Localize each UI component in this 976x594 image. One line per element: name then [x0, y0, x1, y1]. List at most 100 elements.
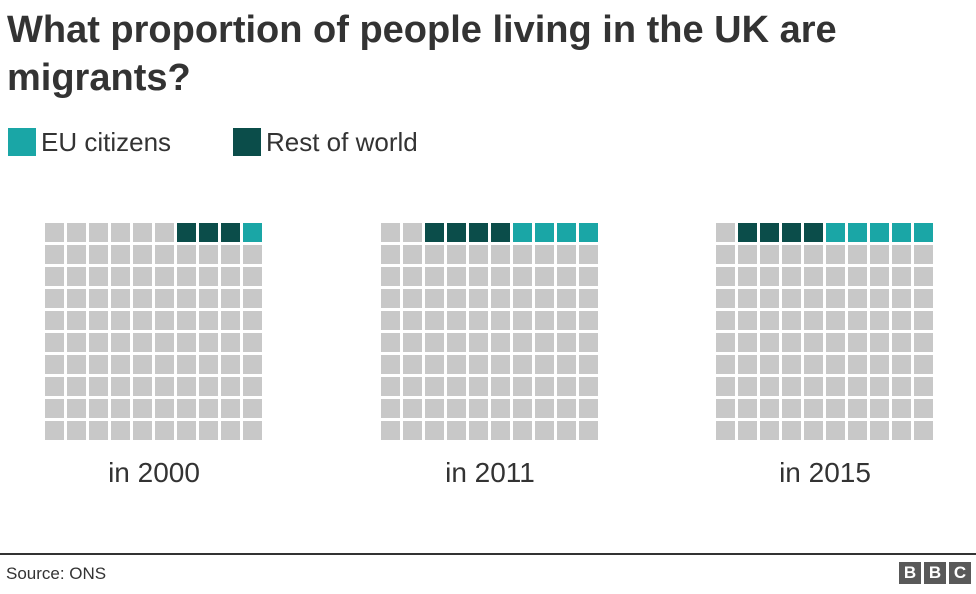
waffle-cell-other [914, 377, 933, 396]
waffle-cell-other [67, 245, 86, 264]
waffle-cell-other [381, 311, 400, 330]
waffle-cell-other [447, 289, 466, 308]
waffle-cell-other [738, 311, 757, 330]
waffle-cell-other [469, 289, 488, 308]
waffle-cell-other [469, 267, 488, 286]
waffle-cell-other [557, 399, 576, 418]
waffle-cell-other [782, 355, 801, 374]
waffle-panel-2015: in 2015 [716, 223, 934, 488]
waffle-cell-other [155, 267, 174, 286]
waffle-cell-other [914, 245, 933, 264]
waffle-cell-other [45, 267, 64, 286]
waffle-cell-other [133, 421, 152, 440]
waffle-cell-other [111, 355, 130, 374]
waffle-cell-other [760, 421, 779, 440]
waffle-cell-other [848, 267, 867, 286]
waffle-cell-other [155, 245, 174, 264]
waffle-cell-other [914, 311, 933, 330]
waffle-cell-other [804, 245, 823, 264]
waffle-cell-other [848, 289, 867, 308]
waffle-cell-other [738, 399, 757, 418]
waffle-cell-other [716, 245, 735, 264]
waffle-cell-other [557, 355, 576, 374]
waffle-cell-other [579, 311, 598, 330]
waffle-cell-other [133, 245, 152, 264]
waffle-cell-other [199, 245, 218, 264]
waffle-cell-other [579, 421, 598, 440]
waffle-cell-other [89, 333, 108, 352]
waffle-cell-other [243, 333, 262, 352]
waffle-cell-other [848, 399, 867, 418]
waffle-cell-other [243, 355, 262, 374]
waffle-cell-other [199, 377, 218, 396]
waffle-cell-other [155, 377, 174, 396]
waffle-cell-other [89, 223, 108, 242]
waffle-cell-other [870, 421, 889, 440]
waffle-cell-other [199, 289, 218, 308]
waffle-cell-other [535, 245, 554, 264]
waffle-cell-other [535, 377, 554, 396]
waffle-cell-other [870, 399, 889, 418]
waffle-cell-other [469, 333, 488, 352]
waffle-cell-other [221, 245, 240, 264]
waffle-cell-other [133, 355, 152, 374]
waffle-cell-other [469, 399, 488, 418]
waffle-cell-other [133, 333, 152, 352]
waffle-cell-other [177, 289, 196, 308]
waffle-cell-other [89, 421, 108, 440]
waffle-cell-other [513, 311, 532, 330]
waffle-cell-other [716, 421, 735, 440]
waffle-cell-other [579, 333, 598, 352]
waffle-cell-other [447, 333, 466, 352]
waffle-cell-other [716, 311, 735, 330]
waffle-cell-other [447, 399, 466, 418]
waffle-cell-other [243, 267, 262, 286]
waffle-cell-other [826, 399, 845, 418]
waffle-cell-other [447, 421, 466, 440]
waffle-cell-other [381, 333, 400, 352]
waffle-cell-other [469, 355, 488, 374]
waffle-cell-other [89, 399, 108, 418]
waffle-cell-other [447, 267, 466, 286]
waffle-cell-other [870, 267, 889, 286]
waffle-cell-eu [848, 223, 867, 242]
waffle-grid [45, 223, 263, 441]
waffle-cell-other [870, 333, 889, 352]
waffle-cell-other [155, 399, 174, 418]
waffle-cell-other [155, 223, 174, 242]
waffle-cell-eu [914, 223, 933, 242]
waffle-cell-other [243, 399, 262, 418]
waffle-cell-other [914, 355, 933, 374]
bbc-logo-letter: B [899, 562, 921, 584]
waffle-cell-other [425, 245, 444, 264]
waffle-cell-other [177, 399, 196, 418]
waffle-cell-other [155, 333, 174, 352]
waffle-cell-other [826, 377, 845, 396]
waffle-cell-other [199, 355, 218, 374]
waffle-cell-other [914, 421, 933, 440]
waffle-cell-other [892, 421, 911, 440]
waffle-cell-other [221, 399, 240, 418]
waffle-cell-other [848, 245, 867, 264]
waffle-cell-other [425, 421, 444, 440]
waffle-cell-rest-of-world [199, 223, 218, 242]
waffle-cell-other [155, 421, 174, 440]
waffle-cell-other [221, 311, 240, 330]
waffle-cell-other [760, 399, 779, 418]
waffle-cell-other [89, 245, 108, 264]
waffle-cell-other [111, 399, 130, 418]
waffle-cell-other [804, 289, 823, 308]
waffle-cell-other [513, 333, 532, 352]
waffle-cell-other [199, 399, 218, 418]
waffle-cell-other [199, 267, 218, 286]
waffle-cell-other [403, 355, 422, 374]
waffle-cell-other [491, 377, 510, 396]
waffle-cell-other [716, 223, 735, 242]
waffle-cell-other [221, 289, 240, 308]
waffle-cell-other [716, 333, 735, 352]
panel-label: in 2015 [779, 457, 871, 488]
waffle-cell-other [111, 245, 130, 264]
waffle-grid [381, 223, 599, 441]
waffle-cell-other [535, 267, 554, 286]
waffle-cell-other [111, 311, 130, 330]
